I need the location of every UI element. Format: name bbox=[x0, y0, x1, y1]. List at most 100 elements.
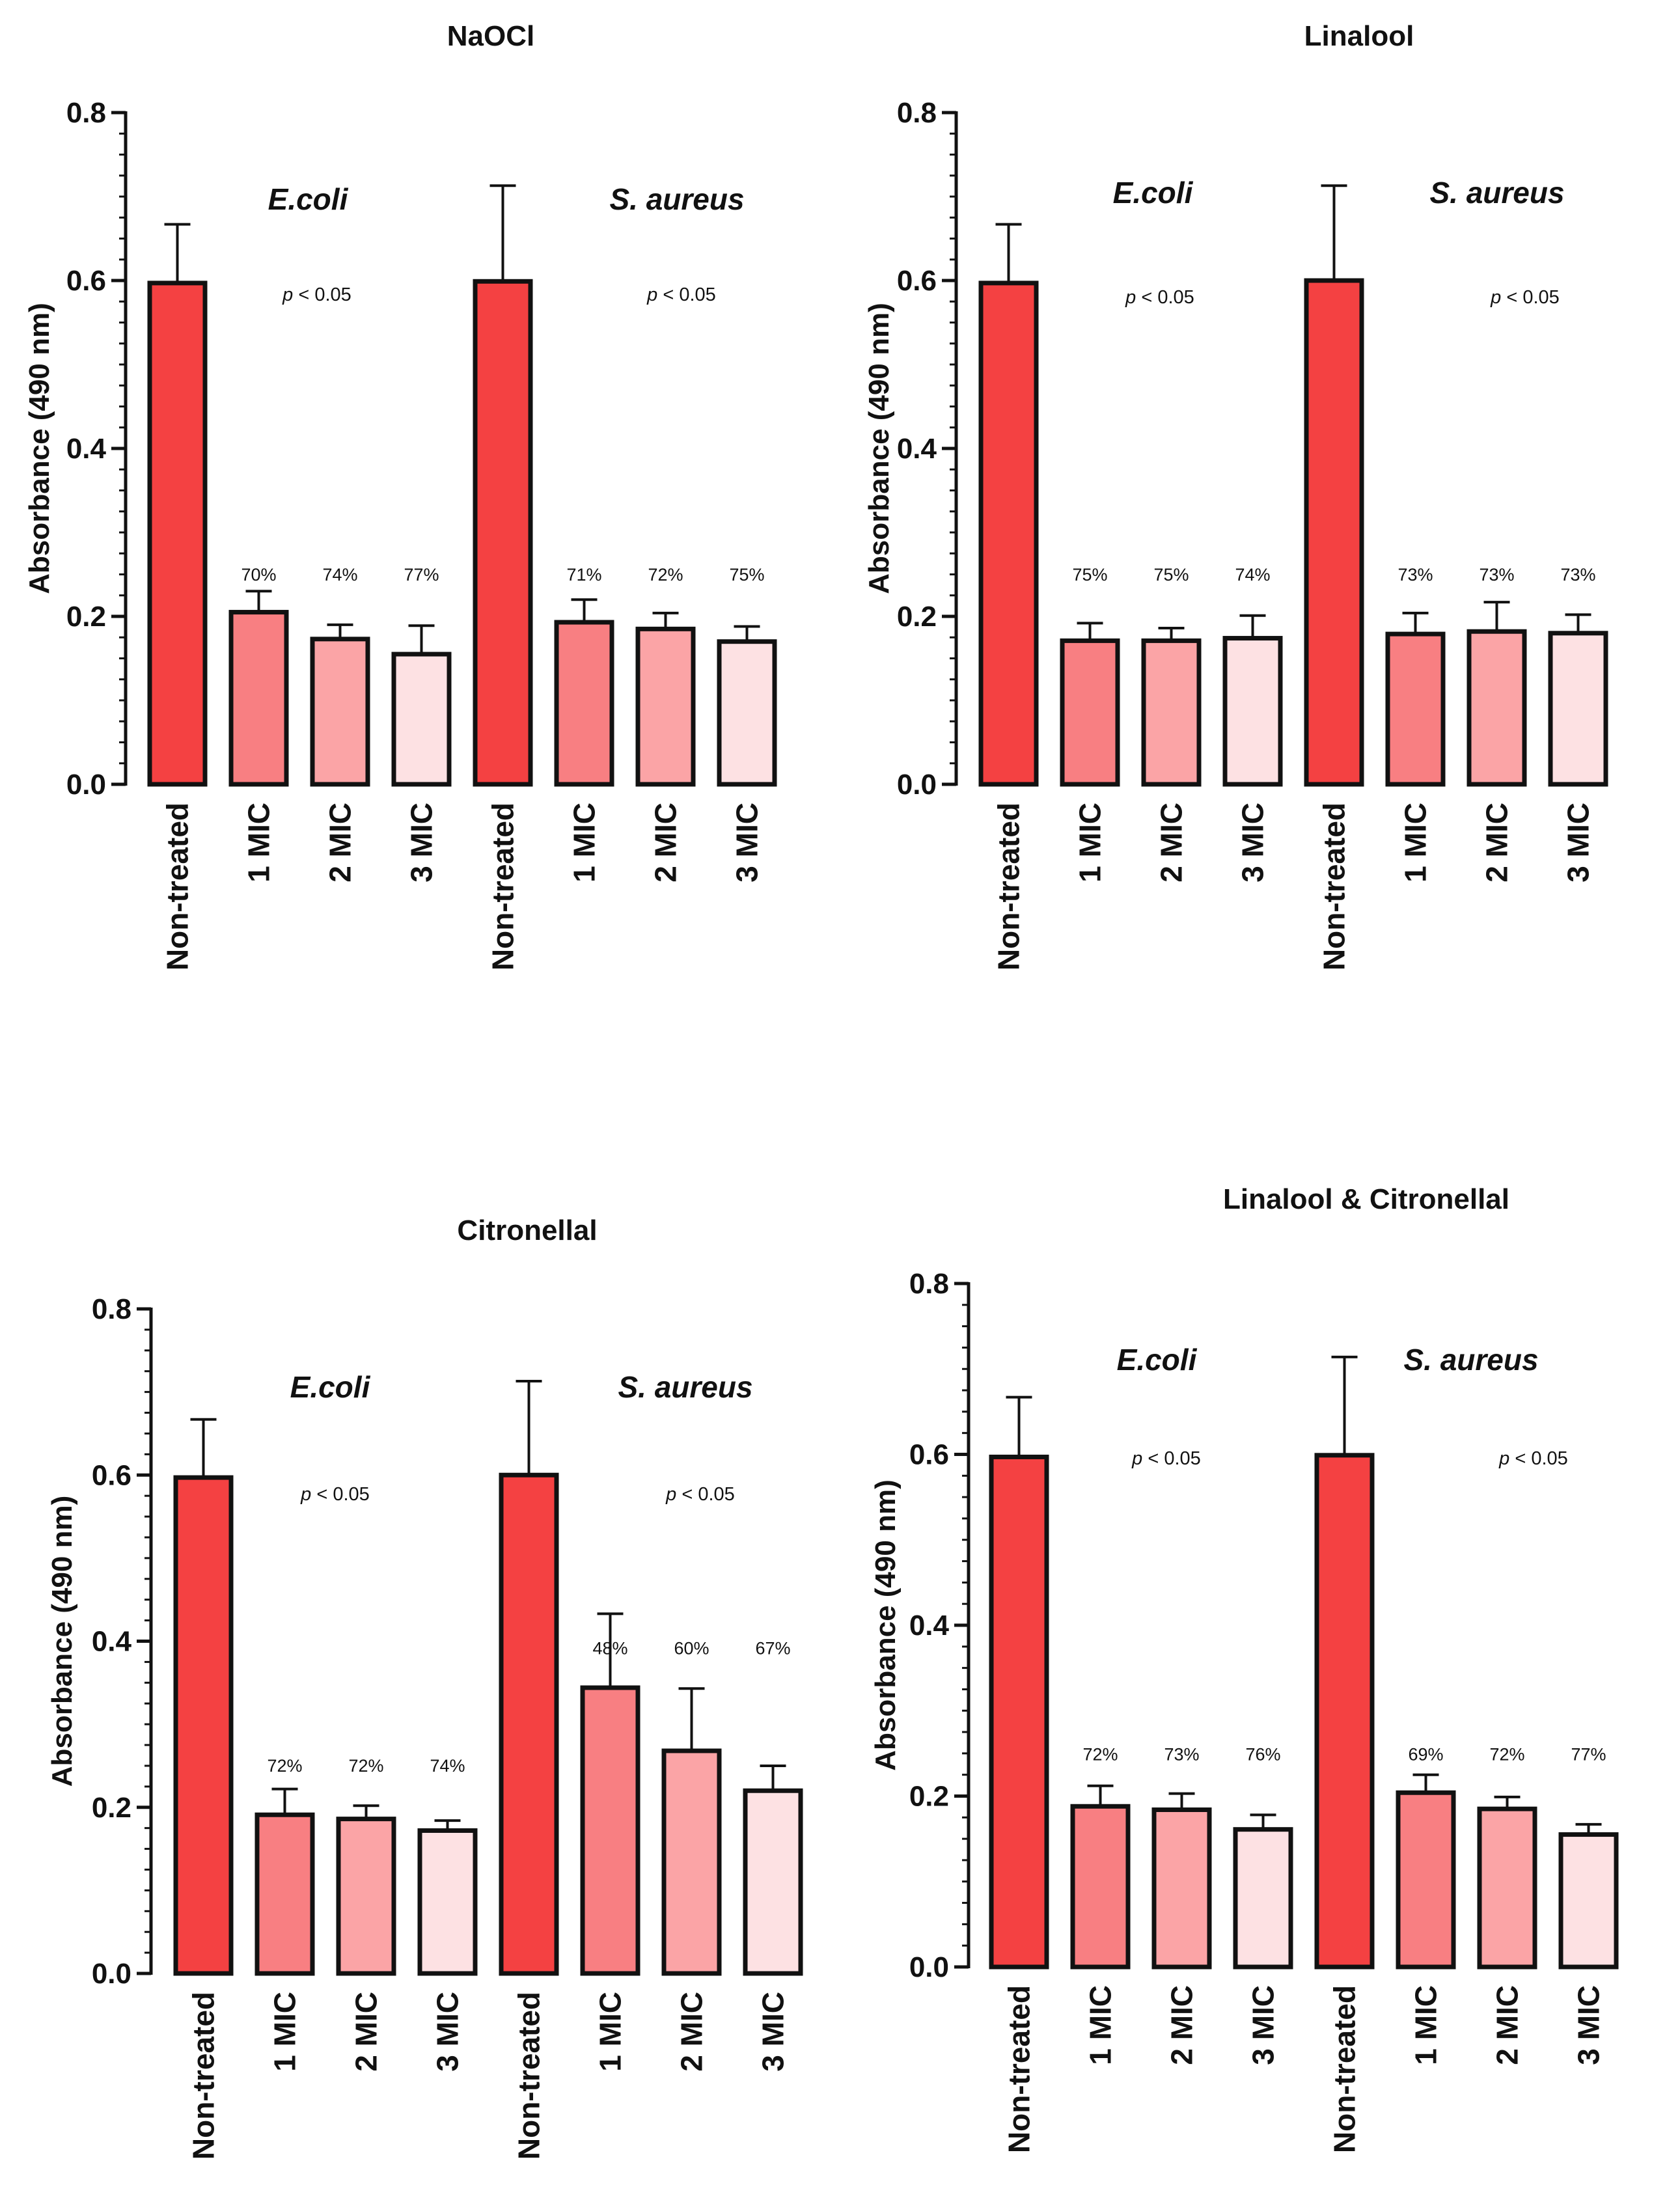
bar-non-treated bbox=[473, 279, 533, 787]
y-axis-label: Absorbance (490 nm) bbox=[46, 1496, 78, 1787]
p-threshold: < 0.05 bbox=[1136, 287, 1194, 308]
group-label-s-aureus: S. aureus bbox=[1429, 176, 1564, 210]
percent-label: 71% bbox=[566, 565, 601, 584]
y-tick-label: 0.8 bbox=[92, 1293, 131, 1325]
x-tick-label: 2 MIC bbox=[1491, 1985, 1524, 2065]
y-axis-label: Absorbance (490 nm) bbox=[23, 303, 55, 594]
x-tick-label: Non-treated bbox=[187, 1992, 221, 2160]
x-tick-label: 1 MIC bbox=[1399, 803, 1433, 883]
percent-label: 72% bbox=[1082, 1745, 1118, 1765]
percent-label: 73% bbox=[1479, 565, 1514, 584]
p-symbol: p bbox=[646, 284, 657, 305]
bar-1-mic bbox=[228, 610, 289, 787]
percent-label: 73% bbox=[1164, 1745, 1199, 1765]
p-value-label: p < 0.05 bbox=[1131, 1448, 1201, 1469]
group-label-s-aureus: S. aureus bbox=[618, 1370, 752, 1404]
p-threshold: < 0.05 bbox=[311, 1484, 370, 1505]
p-symbol: p bbox=[665, 1484, 676, 1505]
group-label-e-coli: E.coli bbox=[268, 182, 349, 216]
y-axis-label: Absorbance (490 nm) bbox=[863, 303, 895, 594]
x-tick-label: Non-treated bbox=[1002, 1985, 1036, 2153]
percent-label: 74% bbox=[322, 565, 357, 584]
bar-2-mic bbox=[1467, 629, 1527, 787]
y-tick-label: 0.0 bbox=[909, 1951, 949, 1983]
chart-panel-linalool-citronellal: Linalool & Citronellal Absorbance (490 nm… bbox=[870, 1183, 1619, 2153]
x-tick-label: Non-treated bbox=[992, 803, 1026, 970]
y-tick-label: 0.0 bbox=[66, 769, 106, 801]
chart-title: NaOCl bbox=[447, 20, 534, 52]
percent-label: 73% bbox=[1560, 565, 1595, 584]
x-tick-label: 1 MIC bbox=[1084, 1985, 1118, 2065]
percent-label: 72% bbox=[348, 1756, 383, 1776]
x-tick-label: 3 MIC bbox=[730, 803, 764, 883]
bar-1-mic bbox=[1070, 1804, 1131, 1970]
y-tick-label: 0.4 bbox=[897, 433, 937, 465]
x-tick-label: Non-treated bbox=[512, 1992, 546, 2160]
chart-title: Linalool & Citronellal bbox=[1223, 1183, 1509, 1215]
x-tick-label: 2 MIC bbox=[1165, 1985, 1199, 2065]
y-tick-label: 0.6 bbox=[66, 265, 106, 297]
x-tick-label: 3 MIC bbox=[1572, 1985, 1606, 2065]
group-label-s-aureus: S. aureus bbox=[1403, 1343, 1538, 1377]
p-threshold: < 0.05 bbox=[1501, 287, 1560, 308]
bar-1-mic bbox=[1060, 638, 1120, 787]
percent-label: 75% bbox=[1072, 565, 1107, 584]
x-tick-label: Non-treated bbox=[1328, 1985, 1362, 2153]
bar-1-mic bbox=[554, 620, 614, 787]
p-threshold: < 0.05 bbox=[1509, 1448, 1568, 1469]
chart-title: Linalool bbox=[1304, 20, 1414, 52]
bar-3-mic bbox=[743, 1788, 803, 1976]
y-tick-label: 0.0 bbox=[92, 1958, 131, 1990]
percent-label: 69% bbox=[1408, 1745, 1443, 1765]
x-tick-label: 1 MIC bbox=[1073, 803, 1107, 883]
x-tick-label: 1 MIC bbox=[1409, 1985, 1443, 2065]
bar-non-treated bbox=[173, 1475, 234, 1976]
bar-2-mic bbox=[1141, 638, 1202, 787]
p-symbol: p bbox=[300, 1484, 311, 1505]
x-tick-label: 1 MIC bbox=[568, 803, 601, 883]
p-threshold: < 0.05 bbox=[676, 1484, 735, 1505]
percent-label: 77% bbox=[404, 565, 439, 584]
y-tick-label: 0.4 bbox=[92, 1626, 132, 1658]
p-value-label: p < 0.05 bbox=[1125, 287, 1194, 308]
chart-panel-naocl: NaOCl Absorbance (490 nm) 0.0 0.2 0.4 0.6 0.8 N… bbox=[23, 20, 777, 970]
x-tick-label: 1 MIC bbox=[242, 803, 276, 883]
bar-2-mic bbox=[1477, 1806, 1537, 1970]
bar-2-mic bbox=[1151, 1807, 1212, 1970]
x-tick-label: 2 MIC bbox=[675, 1992, 709, 2072]
percent-label: 76% bbox=[1245, 1745, 1280, 1765]
p-value-label: p < 0.05 bbox=[300, 1484, 370, 1505]
y-tick-label: 0.2 bbox=[909, 1781, 949, 1813]
bar-3-mic bbox=[1233, 1827, 1293, 1970]
percent-label: 75% bbox=[729, 565, 764, 584]
x-tick-label: 1 MIC bbox=[268, 1992, 302, 2072]
x-tick-label: Non-treated bbox=[1317, 803, 1351, 970]
x-tick-label: 3 MIC bbox=[431, 1992, 465, 2072]
p-threshold: < 0.05 bbox=[293, 284, 351, 305]
p-value-label: p < 0.05 bbox=[1490, 287, 1560, 308]
percent-label: 77% bbox=[1571, 1745, 1606, 1765]
y-tick-label: 0.6 bbox=[897, 265, 937, 297]
bar-1-mic bbox=[1396, 1790, 1456, 1970]
x-tick-label: 2 MIC bbox=[1155, 803, 1189, 883]
p-value-label: p < 0.05 bbox=[665, 1484, 735, 1505]
x-tick-label: 3 MIC bbox=[405, 803, 439, 883]
y-tick-label: 0.4 bbox=[909, 1610, 950, 1642]
x-tick-label: 3 MIC bbox=[756, 1992, 790, 2072]
percent-label: 75% bbox=[1153, 565, 1189, 584]
bar-3-mic bbox=[1558, 1832, 1619, 1970]
y-tick-label: 0.2 bbox=[92, 1792, 131, 1824]
x-tick-label: 3 MIC bbox=[1562, 803, 1595, 883]
chart-panel-linalool: Linalool Absorbance (490 nm) 0.0 0.2 0.4 0.6 0… bbox=[863, 20, 1608, 970]
x-tick-label: 2 MIC bbox=[350, 1992, 383, 2072]
percent-label: 74% bbox=[430, 1756, 465, 1776]
group-label-s-aureus: S. aureus bbox=[609, 182, 744, 216]
p-threshold: < 0.05 bbox=[657, 284, 716, 305]
p-symbol: p bbox=[1125, 287, 1136, 308]
y-tick-label: 0.8 bbox=[66, 97, 106, 129]
x-tick-label: 3 MIC bbox=[1246, 1985, 1280, 2065]
p-value-label: p < 0.05 bbox=[646, 284, 716, 305]
y-axis-label: Absorbance (490 nm) bbox=[870, 1479, 902, 1770]
group-label-e-coli: E.coli bbox=[1113, 176, 1194, 210]
